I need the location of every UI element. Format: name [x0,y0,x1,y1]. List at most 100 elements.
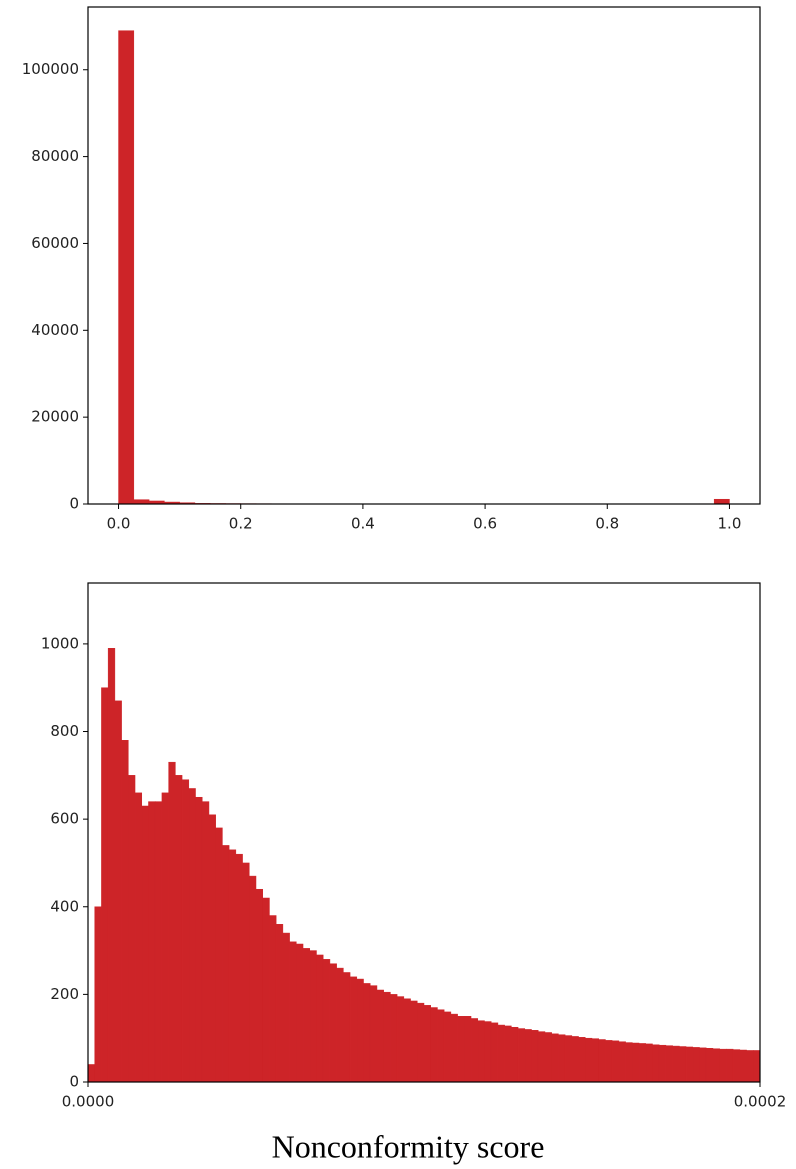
bar [564,1035,573,1083]
bar [645,1043,653,1083]
bar [161,792,169,1083]
bar [322,959,331,1083]
y-tick-label: 400 [50,897,79,915]
bar [369,985,378,1083]
bar [282,932,290,1083]
bar [94,906,102,1083]
bar [275,924,284,1083]
bar [658,1044,667,1083]
bar [598,1039,606,1083]
bar [591,1038,599,1083]
bar [133,499,150,505]
y-tick-label: 100000 [22,60,79,78]
bar [611,1040,620,1083]
bar [692,1047,700,1083]
bar [638,1043,647,1083]
bar [665,1045,673,1083]
axes-frame [87,6,761,505]
bar [222,845,230,1083]
bar [713,498,730,505]
bar [249,875,257,1083]
y-tick-label: 800 [50,722,79,740]
bar [423,1005,431,1083]
bar [262,897,270,1083]
bar [87,1064,95,1083]
bar [329,963,337,1083]
bar [134,792,143,1083]
bar [141,805,149,1083]
x-tick-label: 0.4 [351,515,375,533]
bar [464,1016,472,1083]
bar [497,1024,505,1083]
bar [484,1021,492,1083]
bar [269,915,277,1083]
bar [625,1042,633,1083]
bar [148,801,156,1083]
y-tick-label: 200 [50,985,79,1003]
bar [128,775,136,1083]
bar [571,1036,579,1083]
bar [524,1029,532,1083]
x-axis-label: Nonconformity score [272,1128,545,1164]
bar [618,1041,626,1083]
bar [739,1049,747,1083]
bar [336,967,344,1083]
y-tick-label: 0 [69,1073,79,1091]
bar [228,849,237,1083]
bar [699,1047,707,1083]
x-tick-label: 0.8 [595,515,619,533]
bar [544,1032,552,1083]
bar [235,853,243,1083]
bar [390,994,398,1083]
bar [537,1031,546,1083]
bar [517,1028,526,1083]
bar [410,1000,418,1083]
bar [349,976,358,1083]
bar [356,978,364,1083]
bar [242,862,250,1083]
y-tick-label: 40000 [31,321,79,339]
x-tick-label: 0.0002 [734,1093,787,1111]
x-tick-label: 0.6 [473,515,497,533]
bar [511,1026,519,1083]
bar [302,948,311,1083]
bar [430,1007,438,1083]
y-tick-label: 0 [69,495,79,513]
bar [175,775,183,1083]
bar [470,1018,479,1083]
bar [746,1050,754,1083]
bar [705,1048,714,1083]
bar [632,1042,640,1083]
bar [107,648,116,1083]
bar [181,779,190,1083]
bar [672,1045,680,1083]
bar [296,943,304,1083]
bar [383,991,391,1083]
bar [309,950,317,1083]
bar [396,996,405,1083]
bar [477,1020,485,1083]
bar [685,1046,694,1083]
bar [732,1049,741,1083]
x-tick-label: 0.0000 [62,1093,115,1111]
bar [437,1009,445,1083]
bar [753,1050,761,1083]
bar [443,1011,452,1083]
bar [551,1033,559,1083]
bar [605,1040,613,1083]
bar [490,1022,499,1083]
bar [585,1037,593,1083]
bar [343,972,351,1083]
y-tick-label: 1000 [41,634,79,652]
bar [417,1002,425,1083]
bar [121,740,129,1083]
y-tick-label: 20000 [31,408,79,426]
bar [652,1044,660,1083]
y-tick-label: 600 [50,810,79,828]
bar [719,1048,727,1083]
bar [726,1048,734,1083]
bar [215,827,223,1083]
bar [712,1048,720,1083]
bar [403,998,411,1083]
